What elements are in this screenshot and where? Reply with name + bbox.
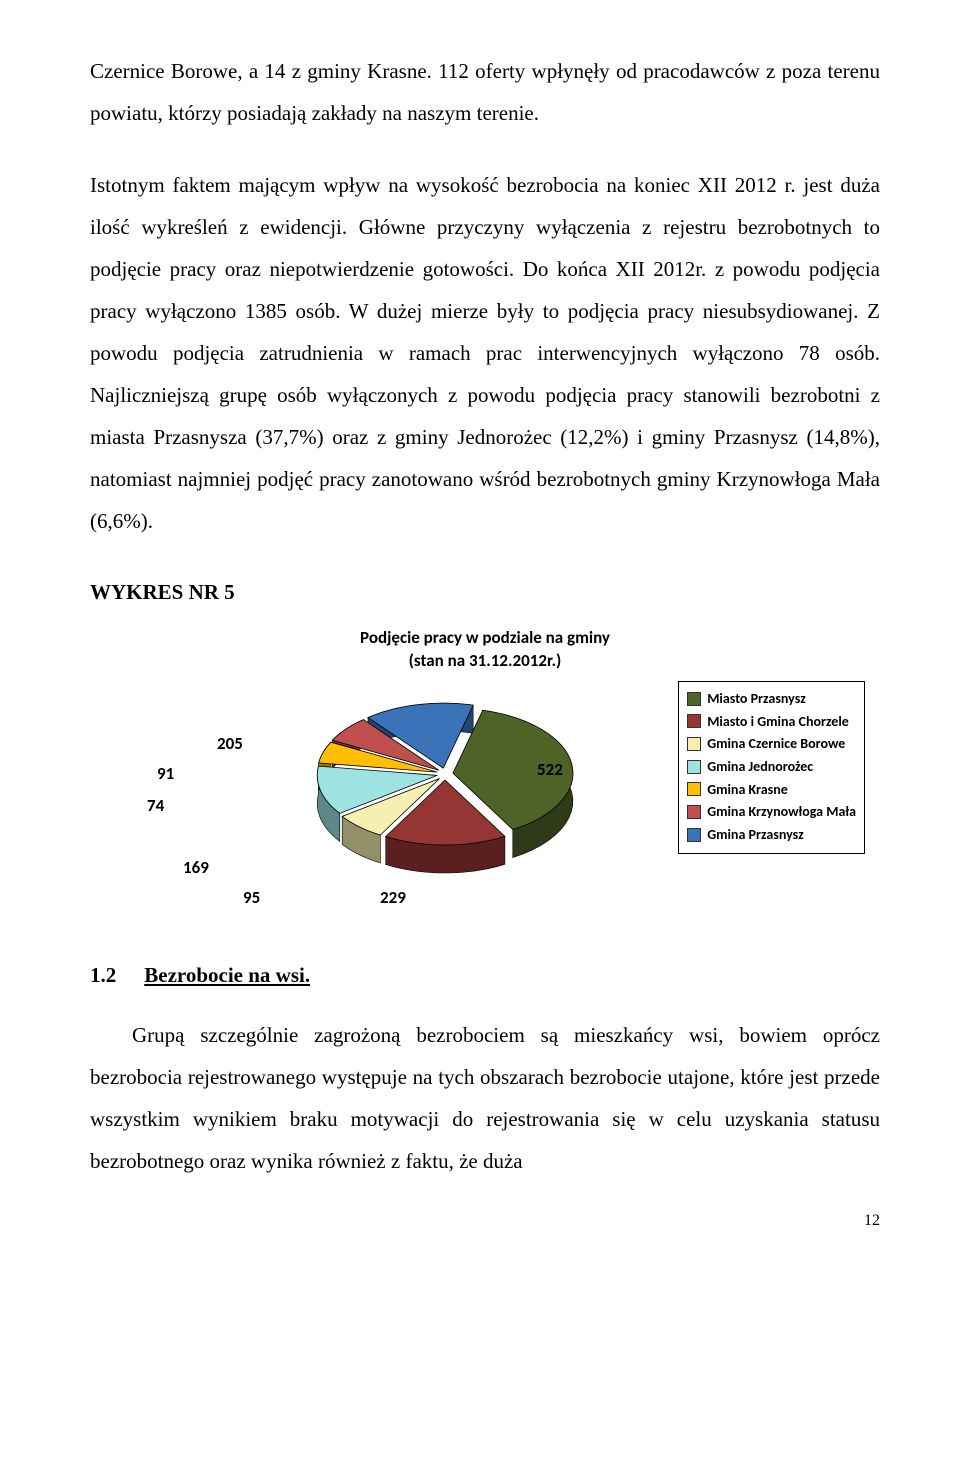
section-title: Bezrobocie na wsi. [144, 963, 310, 987]
pie-value-label: 229 [380, 887, 406, 908]
section-number: 1.2 [90, 963, 116, 988]
document-page: Czernice Borowe, a 14 z gminy Krasne. 11… [0, 0, 960, 1260]
legend-item: Miasto Przasnysz [687, 688, 856, 710]
chart-container: Podjęcie pracy w podziale na gminy (stan… [105, 627, 865, 919]
pie-value-label: 522 [537, 759, 563, 780]
legend-item: Gmina Krzynowłoga Mała [687, 801, 856, 823]
pie-chart-svg [295, 679, 595, 909]
legend-item: Gmina Jednorożec [687, 756, 856, 778]
legend-swatch [687, 737, 701, 751]
legend-swatch [687, 782, 701, 796]
legend-label: Miasto i Gmina Chorzele [707, 711, 849, 733]
legend-label: Gmina Krzynowłoga Mała [707, 801, 856, 823]
paragraph-3: Grupą szczególnie zagrożoną bezrobociem … [90, 1014, 880, 1182]
legend-item: Miasto i Gmina Chorzele [687, 711, 856, 733]
legend-swatch [687, 714, 701, 728]
pie-value-label: 95 [243, 887, 260, 908]
chart-title: Podjęcie pracy w podziale na gminy (stan… [105, 627, 865, 673]
legend-item: Gmina Przasnysz [687, 824, 856, 846]
chart-legend: Miasto PrzasnyszMiasto i Gmina ChorzeleG… [678, 681, 865, 854]
pie-value-label: 74 [147, 795, 164, 816]
pie-value-label: 169 [183, 857, 209, 878]
chart-title-line1: Podjęcie pracy w podziale na gminy [360, 627, 610, 648]
legend-label: Gmina Krasne [707, 779, 788, 801]
legend-swatch [687, 828, 701, 842]
heading-wykres-5: WYKRES NR 5 [90, 580, 880, 605]
legend-swatch [687, 805, 701, 819]
paragraph-2: Istotnym faktem mającym wpływ na wysokoś… [90, 164, 880, 542]
page-number: 12 [90, 1212, 880, 1230]
legend-swatch [687, 692, 701, 706]
legend-label: Gmina Czernice Borowe [707, 733, 845, 755]
legend-label: Miasto Przasnysz [707, 688, 806, 710]
paragraph-1: Czernice Borowe, a 14 z gminy Krasne. 11… [90, 50, 880, 134]
legend-swatch [687, 760, 701, 774]
pie-value-label: 91 [157, 763, 174, 784]
legend-label: Gmina Jednorożec [707, 756, 813, 778]
legend-item: Gmina Krasne [687, 779, 856, 801]
chart-area: 522 229 95 169 74 91 205 Miasto PrzasnyszMiast… [105, 679, 865, 919]
section-1-2-heading: 1.2 Bezrobocie na wsi. [90, 963, 880, 988]
legend-item: Gmina Czernice Borowe [687, 733, 856, 755]
chart-title-line2: (stan na 31.12.2012r.) [409, 650, 562, 671]
legend-label: Gmina Przasnysz [707, 824, 804, 846]
pie-value-label: 205 [217, 733, 243, 754]
